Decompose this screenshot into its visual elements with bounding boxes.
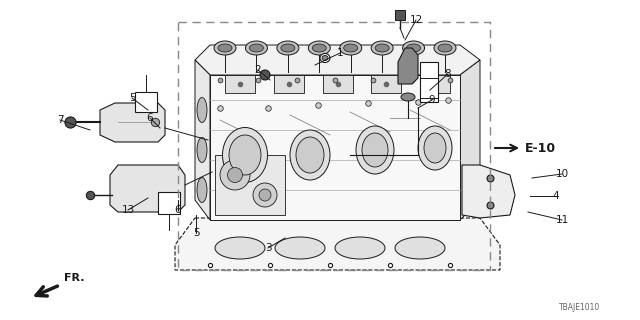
Polygon shape (215, 155, 285, 215)
Ellipse shape (356, 126, 394, 174)
Text: 9: 9 (429, 95, 435, 105)
Ellipse shape (375, 44, 389, 52)
Polygon shape (460, 60, 480, 220)
Text: 13: 13 (122, 205, 134, 215)
Polygon shape (462, 165, 515, 218)
Ellipse shape (214, 41, 236, 55)
Ellipse shape (296, 137, 324, 173)
Polygon shape (195, 60, 210, 220)
Text: 7: 7 (57, 115, 63, 125)
Text: 12: 12 (410, 15, 422, 25)
Ellipse shape (434, 41, 456, 55)
Ellipse shape (401, 93, 415, 101)
Ellipse shape (322, 55, 328, 60)
Ellipse shape (223, 127, 268, 182)
Ellipse shape (438, 44, 452, 52)
Ellipse shape (229, 135, 261, 175)
Text: 11: 11 (556, 215, 568, 225)
Text: 6: 6 (175, 205, 181, 215)
Ellipse shape (403, 41, 424, 55)
Text: 6: 6 (147, 113, 154, 123)
Ellipse shape (197, 98, 207, 123)
Bar (420, 75, 450, 93)
Text: 5: 5 (193, 228, 199, 238)
Ellipse shape (275, 237, 325, 259)
Bar (158, 192, 180, 214)
Ellipse shape (259, 189, 271, 201)
Text: E-10: E-10 (525, 141, 556, 155)
Ellipse shape (260, 70, 270, 80)
Ellipse shape (344, 44, 358, 52)
Ellipse shape (395, 237, 445, 259)
Bar (371, 75, 401, 93)
Polygon shape (398, 48, 418, 84)
Ellipse shape (335, 237, 385, 259)
Ellipse shape (281, 44, 295, 52)
Ellipse shape (215, 237, 265, 259)
Ellipse shape (220, 160, 250, 190)
Ellipse shape (418, 126, 452, 170)
Ellipse shape (371, 41, 393, 55)
Text: TBAJE1010: TBAJE1010 (559, 303, 600, 312)
Ellipse shape (312, 44, 326, 52)
Text: 4: 4 (553, 191, 559, 201)
Text: 10: 10 (556, 169, 568, 179)
Ellipse shape (218, 44, 232, 52)
Polygon shape (100, 103, 165, 142)
Ellipse shape (197, 178, 207, 203)
Ellipse shape (227, 167, 243, 182)
Ellipse shape (197, 138, 207, 163)
Ellipse shape (277, 41, 299, 55)
Ellipse shape (320, 53, 330, 62)
Bar (420, 62, 438, 102)
Polygon shape (175, 218, 500, 270)
Text: 1: 1 (337, 48, 343, 58)
Ellipse shape (250, 44, 264, 52)
Polygon shape (110, 165, 185, 212)
Text: 2: 2 (255, 65, 261, 75)
Polygon shape (195, 45, 480, 75)
Bar (395, 10, 405, 20)
Ellipse shape (340, 41, 362, 55)
Bar (323, 75, 353, 93)
Bar (135, 92, 157, 112)
Ellipse shape (406, 44, 420, 52)
Polygon shape (210, 75, 460, 220)
Ellipse shape (362, 133, 388, 167)
Ellipse shape (245, 41, 268, 55)
Bar (178, 22, 490, 270)
Ellipse shape (308, 41, 330, 55)
Text: 3: 3 (265, 243, 271, 253)
Ellipse shape (424, 133, 446, 163)
Text: 5: 5 (129, 93, 135, 103)
Ellipse shape (290, 130, 330, 180)
Bar (274, 75, 304, 93)
Text: FR.: FR. (64, 273, 84, 283)
Text: 8: 8 (445, 69, 451, 79)
Ellipse shape (253, 183, 277, 207)
Bar (225, 75, 255, 93)
